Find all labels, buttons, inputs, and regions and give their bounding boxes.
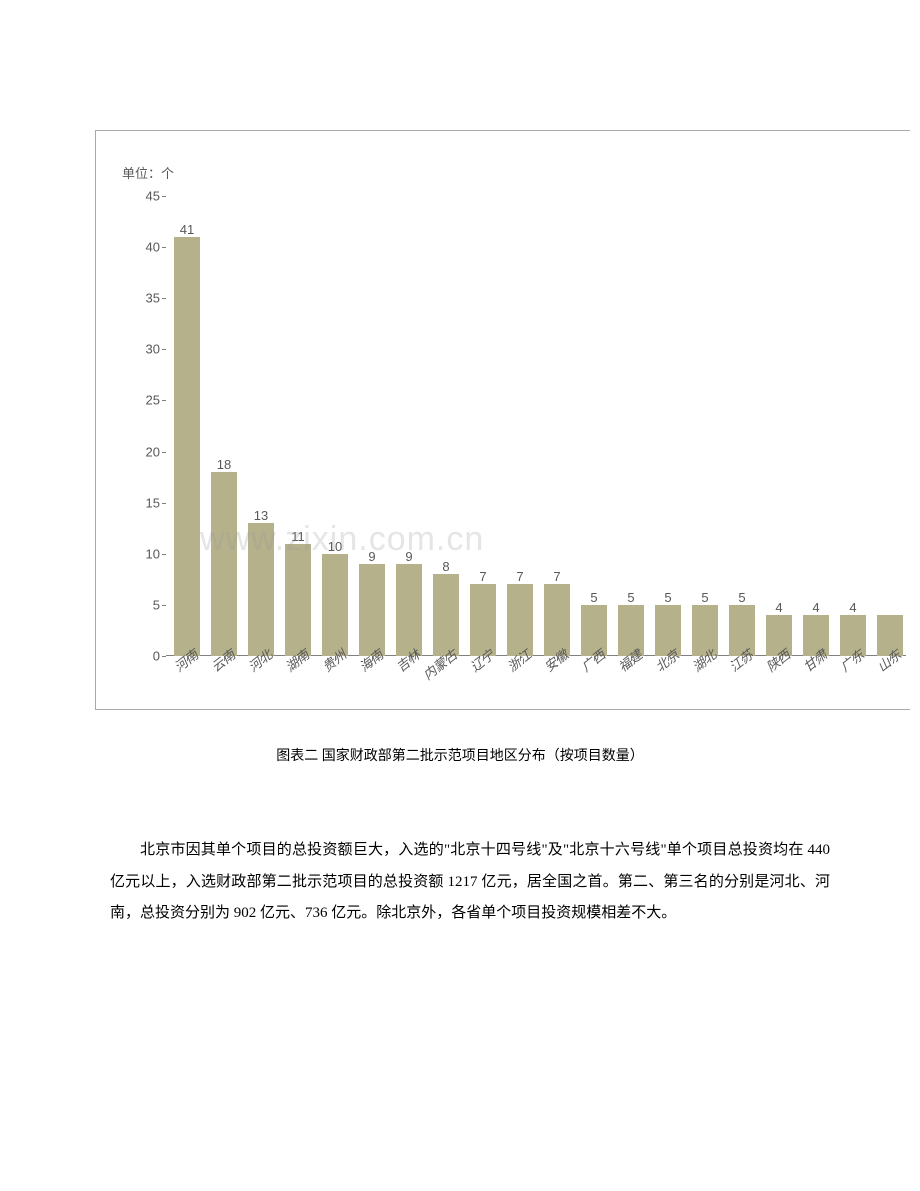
bars-wrap: 41河南 18云南 13河北 11湖南 10贵州 9海南 9吉林 8内蒙古 7辽宁 7浙江 7安徽 5…	[166, 196, 906, 656]
chart-container: 单位：个 051015202530354045 41河南18云南13河北11湖南…	[95, 130, 910, 710]
bar-group: 7浙江	[507, 584, 533, 656]
bar-value: 7	[553, 569, 560, 584]
bar-value: 4	[775, 600, 782, 615]
bar-group: 7辽宁	[470, 584, 496, 656]
bar-group: 4陕西	[766, 615, 792, 656]
bar-group: 18云南	[211, 472, 237, 656]
y-axis: 051015202530354045	[126, 196, 166, 656]
bar-group: 5江苏	[729, 605, 755, 656]
bar	[396, 564, 422, 656]
bar-group: 9海南	[359, 564, 385, 656]
y-tick-label: 30	[146, 342, 160, 357]
bar-group: 41河南	[174, 237, 200, 656]
y-tick-label: 15	[146, 495, 160, 510]
body-text: 北京市因其单个项目的总投资额巨大，入选的"北京十四号线"及"北京十六号线"单个项…	[110, 835, 830, 930]
y-tick-label: 25	[146, 393, 160, 408]
y-tick-label: 0	[153, 649, 160, 664]
bar-value: 9	[405, 549, 412, 564]
bar-group: 8内蒙古	[433, 574, 459, 656]
bar-group: 7安徽	[544, 584, 570, 656]
body-paragraph: 北京市因其单个项目的总投资额巨大，入选的"北京十四号线"及"北京十六号线"单个项…	[110, 835, 830, 930]
y-tick-label: 10	[146, 546, 160, 561]
bar-group: 5北京	[655, 605, 681, 656]
bar	[433, 574, 459, 656]
bar-group: 山东	[877, 615, 903, 656]
bar-label: 内蒙古	[418, 645, 460, 684]
bar-group: 13河北	[248, 523, 274, 656]
bar-group: 4甘肃	[803, 615, 829, 656]
bar-group: 4广东	[840, 615, 866, 656]
bar-value: 5	[738, 590, 745, 605]
y-tick-label: 35	[146, 291, 160, 306]
bar-value: 11	[291, 529, 305, 544]
bar-group: 5湖北	[692, 605, 718, 656]
bar-group: 10贵州	[322, 554, 348, 656]
y-tick-label: 20	[146, 444, 160, 459]
bar-group: 5福建	[618, 605, 644, 656]
plot-area: 41河南 18云南 13河北 11湖南 10贵州 9海南 9吉林 8内蒙古 7辽宁 7浙江 7安徽 5…	[166, 196, 906, 656]
bar	[211, 472, 237, 656]
bar	[248, 523, 274, 656]
bar-value: 5	[627, 590, 634, 605]
bar-value: 5	[590, 590, 597, 605]
y-tick-label: 45	[146, 189, 160, 204]
y-tick-label: 40	[146, 240, 160, 255]
bar-group: 9吉林	[396, 564, 422, 656]
y-tick-label: 5	[153, 597, 160, 612]
chart-caption: 图表二 国家财政部第二批示范项目地区分布（按项目数量）	[0, 745, 920, 765]
bar-value: 7	[516, 569, 523, 584]
unit-label: 单位：个	[122, 163, 174, 182]
bar	[359, 564, 385, 656]
bar	[174, 237, 200, 656]
bar-value: 5	[701, 590, 708, 605]
bar-value: 7	[479, 569, 486, 584]
y-tick-mark	[162, 656, 166, 657]
bar-value: 4	[849, 600, 856, 615]
bar-value: 18	[217, 457, 231, 472]
bar-value: 13	[254, 508, 268, 523]
bar	[285, 544, 311, 656]
bar-value: 4	[812, 600, 819, 615]
bar-value: 9	[368, 549, 375, 564]
bar	[322, 554, 348, 656]
bar-value: 41	[180, 222, 194, 237]
bar-value: 10	[328, 539, 342, 554]
bar-group: 5广西	[581, 605, 607, 656]
bar-group: 11湖南	[285, 544, 311, 656]
bar-value: 5	[664, 590, 671, 605]
bar-value: 8	[442, 559, 449, 574]
